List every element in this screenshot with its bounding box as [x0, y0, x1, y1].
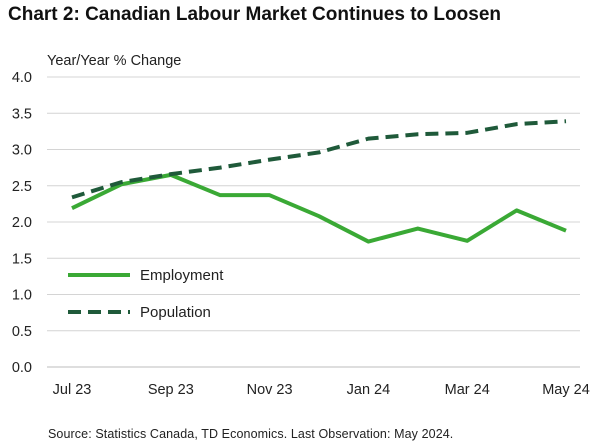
y-tick-label: 3.0 — [12, 143, 32, 159]
y-tick-label: 2.5 — [12, 179, 32, 195]
legend: Employment Population — [68, 267, 224, 321]
series-line-population — [71, 119, 567, 200]
y-tick-label: 0.5 — [12, 324, 32, 340]
x-tick-label: Jan 24 — [347, 382, 391, 398]
y-tick-label: 1.5 — [12, 251, 32, 267]
legend-label-employment: Employment — [140, 267, 224, 284]
gridlines — [47, 76, 580, 368]
series-line-employment — [71, 172, 567, 244]
y-tick-label: 3.5 — [12, 106, 32, 122]
x-tick-label: Sep 23 — [148, 382, 194, 398]
x-tick-labels: Jul 23 Sep 23 Nov 23 Jan 24 Mar 24 May 24 — [53, 382, 590, 398]
y-tick-label: 0.0 — [12, 360, 32, 376]
y-tick-label: 2.0 — [12, 215, 32, 231]
x-tick-label: Nov 23 — [247, 382, 293, 398]
y-tick-label: 4.0 — [12, 70, 32, 86]
y-tick-labels: 0.0 0.5 1.0 1.5 2.0 2.5 3.0 3.5 4.0 — [12, 70, 32, 376]
x-tick-label: May 24 — [542, 382, 590, 398]
y-tick-label: 1.0 — [12, 288, 32, 304]
y-axis-label: Year/Year % Change — [47, 53, 181, 69]
x-tick-label: Mar 24 — [445, 382, 490, 398]
chart-title: Chart 2: Canadian Labour Market Continue… — [8, 4, 501, 25]
series-lines — [71, 119, 567, 244]
legend-label-population: Population — [140, 304, 211, 321]
x-tick-label: Jul 23 — [53, 382, 92, 398]
source-note: Source: Statistics Canada, TD Economics.… — [48, 427, 454, 441]
